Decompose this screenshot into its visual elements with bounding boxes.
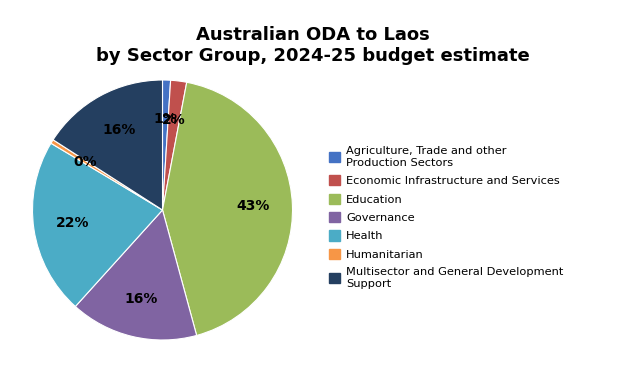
- Text: 1%: 1%: [154, 112, 178, 126]
- Text: 16%: 16%: [102, 123, 136, 137]
- Wedge shape: [162, 80, 171, 210]
- Text: 0%: 0%: [73, 155, 97, 169]
- Text: 2%: 2%: [162, 113, 186, 127]
- Text: 43%: 43%: [237, 200, 270, 213]
- Wedge shape: [51, 140, 162, 210]
- Wedge shape: [162, 82, 292, 336]
- Text: Australian ODA to Laos
by Sector Group, 2024-25 budget estimate: Australian ODA to Laos by Sector Group, …: [96, 26, 529, 65]
- Wedge shape: [76, 210, 197, 340]
- Wedge shape: [32, 143, 162, 306]
- Text: 16%: 16%: [124, 291, 158, 306]
- Text: 22%: 22%: [56, 216, 89, 231]
- Wedge shape: [162, 80, 187, 210]
- Legend: Agriculture, Trade and other
Production Sectors, Economic Infrastructure and Ser: Agriculture, Trade and other Production …: [324, 142, 568, 293]
- Wedge shape: [53, 80, 162, 210]
